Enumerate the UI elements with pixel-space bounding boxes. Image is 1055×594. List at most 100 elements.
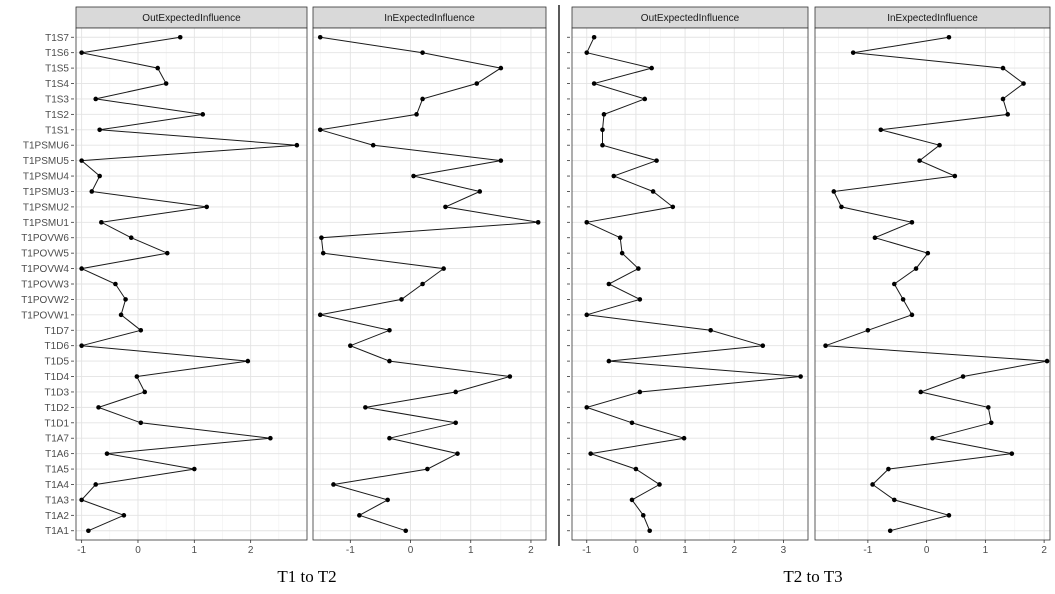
data-point: [142, 389, 148, 395]
data-point: [79, 497, 84, 503]
data-point: [900, 297, 906, 302]
data-point: [1005, 112, 1010, 117]
x-tick-label: 0: [633, 545, 639, 556]
data-point: [268, 435, 273, 441]
data-point: [420, 281, 425, 287]
data-point: [387, 327, 392, 333]
data-point: [591, 81, 597, 86]
y-tick-label: T1D5: [45, 357, 70, 368]
data-point: [606, 358, 612, 364]
x-tick-label: 2: [248, 545, 254, 556]
data-point: [357, 513, 362, 518]
facet-panel: InExpectedInfluence -1 0 1 2: [814, 6, 1051, 556]
data-point: [619, 250, 625, 256]
y-tick-label: T1S1: [45, 125, 69, 136]
data-point: [177, 34, 183, 40]
data-point: [317, 34, 323, 40]
data-point: [399, 297, 404, 302]
data-point: [886, 466, 891, 472]
data-point: [317, 127, 323, 133]
y-tick-label: T1D7: [45, 326, 70, 337]
data-point: [320, 250, 326, 256]
data-point: [453, 389, 458, 395]
data-point: [909, 312, 915, 318]
data-point: [600, 142, 605, 148]
data-point: [839, 204, 844, 210]
data-point: [629, 497, 635, 503]
data-point: [455, 451, 460, 456]
data-point: [99, 220, 104, 225]
data-point: [535, 220, 541, 225]
facet-panel: OutExpectedInfluence -1 0 1 2: [75, 6, 308, 556]
data-point: [97, 127, 102, 133]
data-point: [913, 266, 919, 271]
data-point: [441, 266, 446, 271]
y-tick-label: T1D3: [45, 387, 70, 398]
data-point: [986, 405, 991, 410]
panel-border: [814, 27, 1051, 541]
y-tick-label: T1A4: [45, 480, 69, 491]
panel-border: [75, 27, 308, 541]
y-tick-label: T1D6: [45, 341, 70, 352]
data-point: [104, 451, 110, 456]
facet-strip-label: OutExpectedInfluence: [641, 13, 740, 24]
y-tick-label: T1A5: [45, 465, 69, 476]
data-point: [887, 528, 893, 534]
data-point: [946, 34, 952, 40]
y-tick-label: T1PSMU5: [23, 156, 70, 167]
data-point: [294, 142, 300, 148]
data-point: [317, 312, 323, 318]
data-point: [681, 435, 687, 441]
y-tick-label: T1PSMU1: [23, 218, 70, 229]
data-point: [411, 173, 416, 179]
x-tick-label: 0: [135, 545, 141, 556]
data-point: [385, 497, 390, 503]
data-point: [370, 142, 376, 148]
data-point: [946, 513, 952, 518]
data-point: [192, 466, 197, 472]
data-point: [670, 204, 676, 210]
y-tick-label: T1POVW4: [21, 264, 69, 275]
data-point: [79, 343, 84, 348]
x-tick-label: -1: [863, 545, 872, 556]
data-point: [79, 266, 84, 271]
y-tick-label: T1POVW6: [21, 233, 69, 244]
x-tick-label: 1: [682, 545, 688, 556]
data-point: [917, 158, 922, 163]
data-point: [952, 173, 958, 179]
data-point: [892, 497, 897, 503]
y-tick-label: T1S5: [45, 64, 69, 75]
y-tick-label: T1PSMU3: [23, 187, 70, 198]
y-tick-label: T1A6: [45, 449, 69, 460]
y-tick-label: T1S7: [45, 33, 69, 44]
data-point: [988, 420, 994, 426]
data-point: [654, 158, 659, 163]
data-point: [86, 528, 91, 534]
y-tick-label: T1S4: [45, 79, 69, 90]
data-point: [892, 281, 897, 287]
y-tick-label: T1PSMU4: [23, 172, 70, 183]
y-tick-label: T1A2: [45, 511, 69, 522]
data-point: [387, 358, 392, 364]
data-point: [909, 220, 915, 225]
data-point: [588, 451, 593, 456]
data-point: [89, 189, 95, 194]
data-point: [387, 435, 392, 441]
data-point: [96, 405, 101, 410]
data-point: [443, 204, 448, 210]
data-point: [831, 189, 837, 194]
data-point: [823, 343, 828, 348]
data-point: [960, 374, 966, 379]
data-point: [918, 389, 924, 395]
data-point: [138, 327, 144, 333]
data-point: [425, 466, 430, 472]
x-tick-label: -1: [77, 545, 86, 556]
facet-strip-label: OutExpectedInfluence: [142, 13, 241, 24]
data-point: [477, 189, 483, 194]
x-tick-label: 0: [408, 545, 414, 556]
data-point: [79, 158, 84, 163]
data-point: [925, 250, 931, 256]
data-point: [200, 112, 206, 117]
data-point: [637, 297, 643, 302]
